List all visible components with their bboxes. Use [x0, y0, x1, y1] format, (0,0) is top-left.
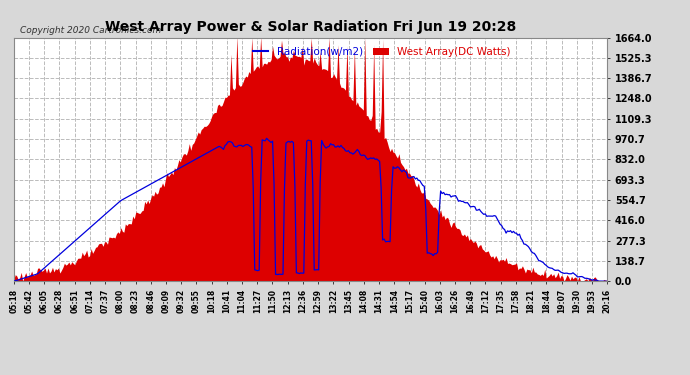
Text: Copyright 2020 Cartronics.com: Copyright 2020 Cartronics.com: [20, 26, 161, 35]
Legend: Radiation(w/m2), West Array(DC Watts): Radiation(w/m2), West Array(DC Watts): [248, 43, 515, 61]
Title: West Array Power & Solar Radiation Fri Jun 19 20:28: West Array Power & Solar Radiation Fri J…: [105, 20, 516, 33]
